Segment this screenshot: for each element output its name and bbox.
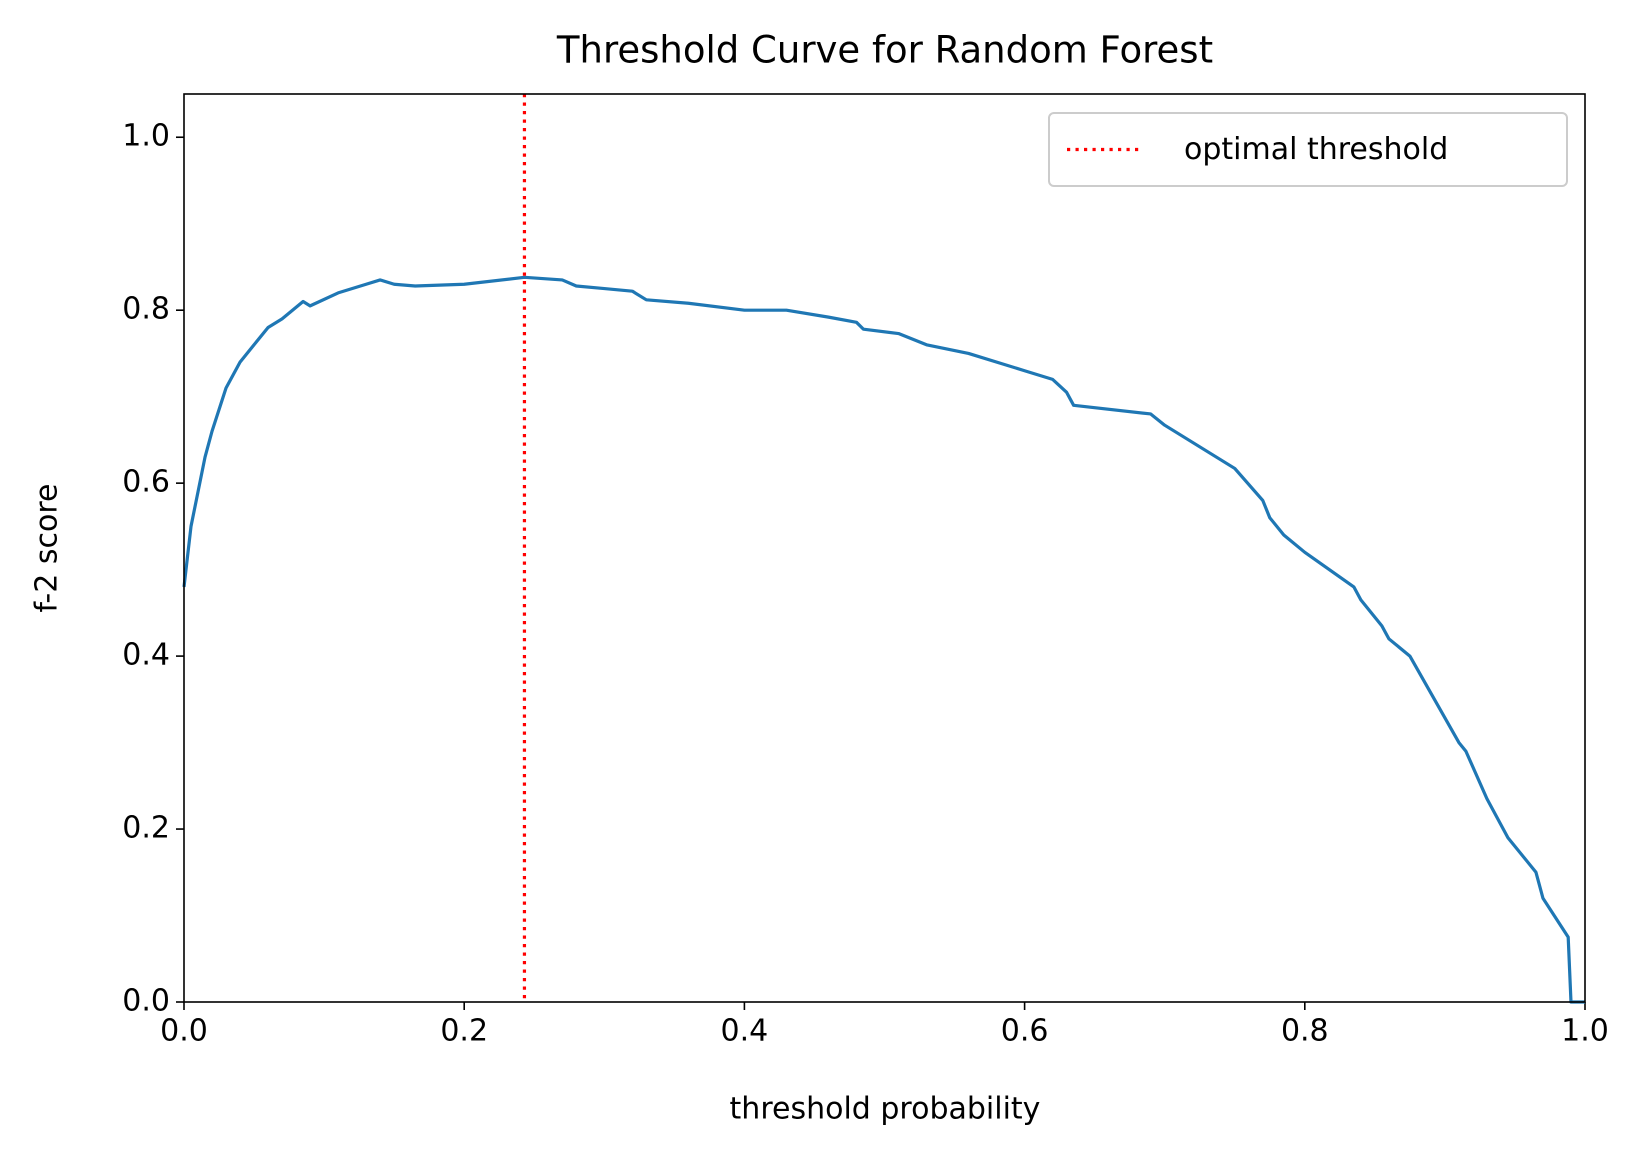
x-tick-label: 0.0 [160, 1014, 208, 1049]
y-tick-label: 0.6 [122, 465, 170, 500]
x-tick-label: 0.6 [1001, 1014, 1049, 1049]
y-tick-label: 0.2 [122, 811, 170, 846]
x-tick-label: 1.0 [1561, 1014, 1609, 1049]
y-axis-label: f-2 score [30, 484, 65, 613]
x-tick-label: 0.4 [721, 1014, 769, 1049]
x-tick-label: 0.2 [440, 1014, 488, 1049]
x-axis-label: threshold probability [730, 1092, 1041, 1127]
legend-label: optimal threshold [1184, 132, 1448, 167]
data-line [182, 275, 1585, 1004]
y-tick-label: 0.0 [122, 984, 170, 1019]
x-tick-label: 0.8 [1281, 1014, 1329, 1049]
chart-title: Threshold Curve for Random Forest [556, 29, 1213, 72]
legend-box [1048, 112, 1568, 187]
y-tick-label: 0.8 [122, 292, 170, 327]
y-tick-label: 0.4 [122, 638, 170, 673]
y-tick-label: 1.0 [122, 119, 170, 154]
plot-frame [183, 93, 1586, 1003]
